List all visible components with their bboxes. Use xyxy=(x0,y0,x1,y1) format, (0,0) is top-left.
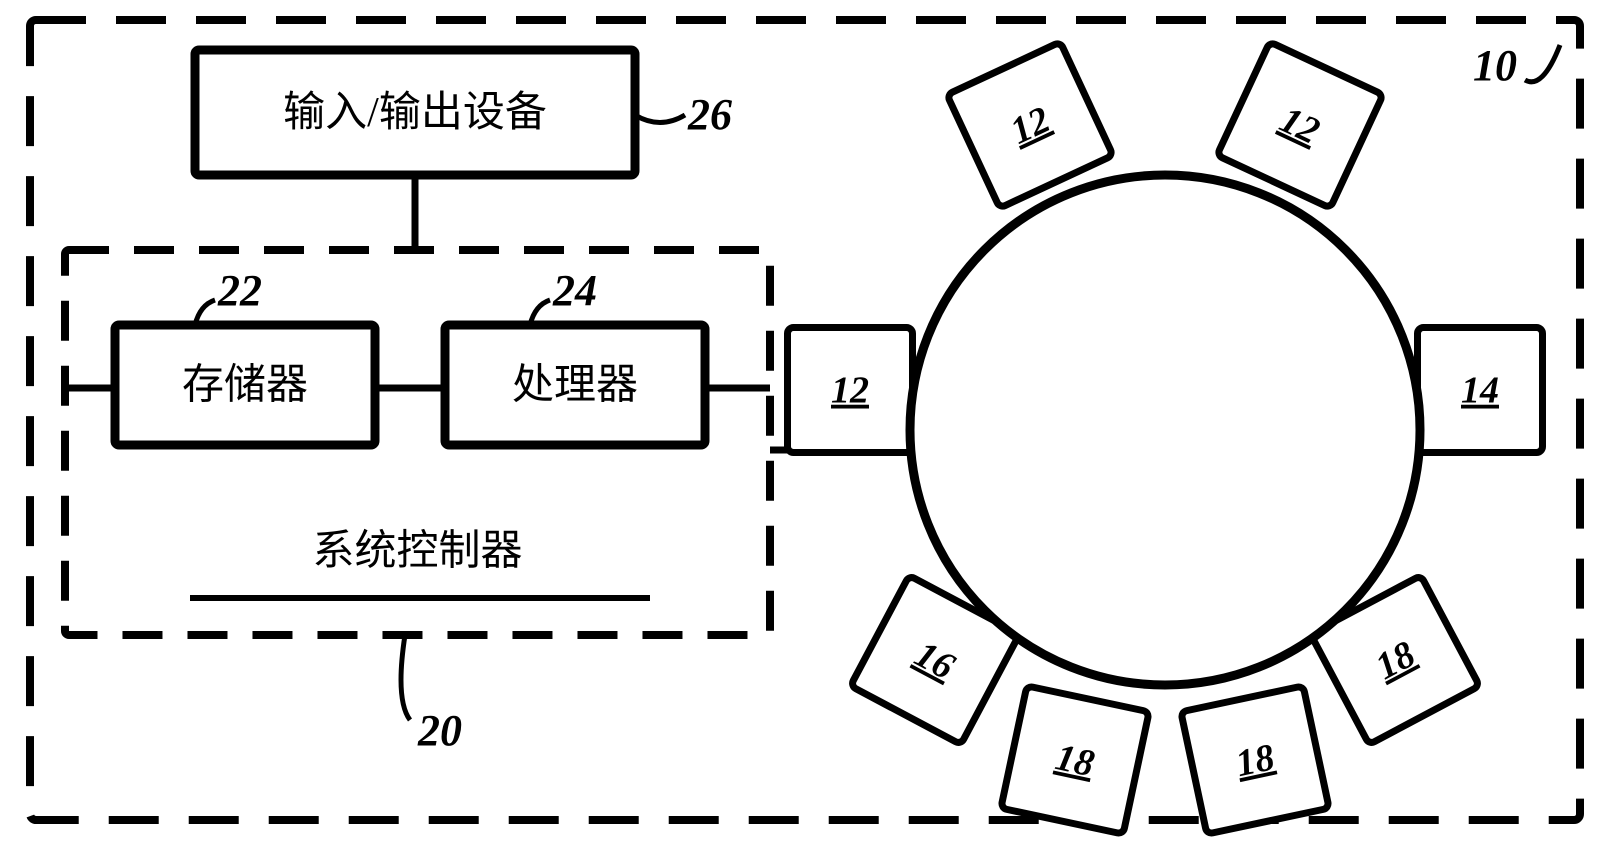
station-18-7: 18 xyxy=(1181,686,1329,834)
ref-26: 26 xyxy=(687,90,732,139)
ref-24: 24 xyxy=(552,266,597,315)
station-label: 14 xyxy=(1461,370,1499,412)
io-device-label: 输入/输出设备 xyxy=(283,90,547,136)
system-controller-label: 系统控制器 xyxy=(312,529,522,575)
memory-label: 存储器 xyxy=(182,363,308,409)
ref-22: 22 xyxy=(217,266,262,315)
system-block-diagram: 10输入/输出设备26系统控制器20存储器22处理器24121212141618… xyxy=(0,0,1611,850)
processor-label: 处理器 xyxy=(512,363,638,409)
station-label: 12 xyxy=(831,370,869,412)
station-14-3: 14 xyxy=(1418,328,1543,453)
ref-20: 20 xyxy=(417,706,462,755)
hub-circle xyxy=(910,175,1420,685)
station-18-6: 18 xyxy=(1001,686,1149,834)
station-12-2: 12 xyxy=(788,328,913,453)
ref-10: 10 xyxy=(1473,41,1517,90)
leader-20 xyxy=(401,635,410,720)
leader-26 xyxy=(635,115,685,123)
leader-10 xyxy=(1525,45,1560,82)
